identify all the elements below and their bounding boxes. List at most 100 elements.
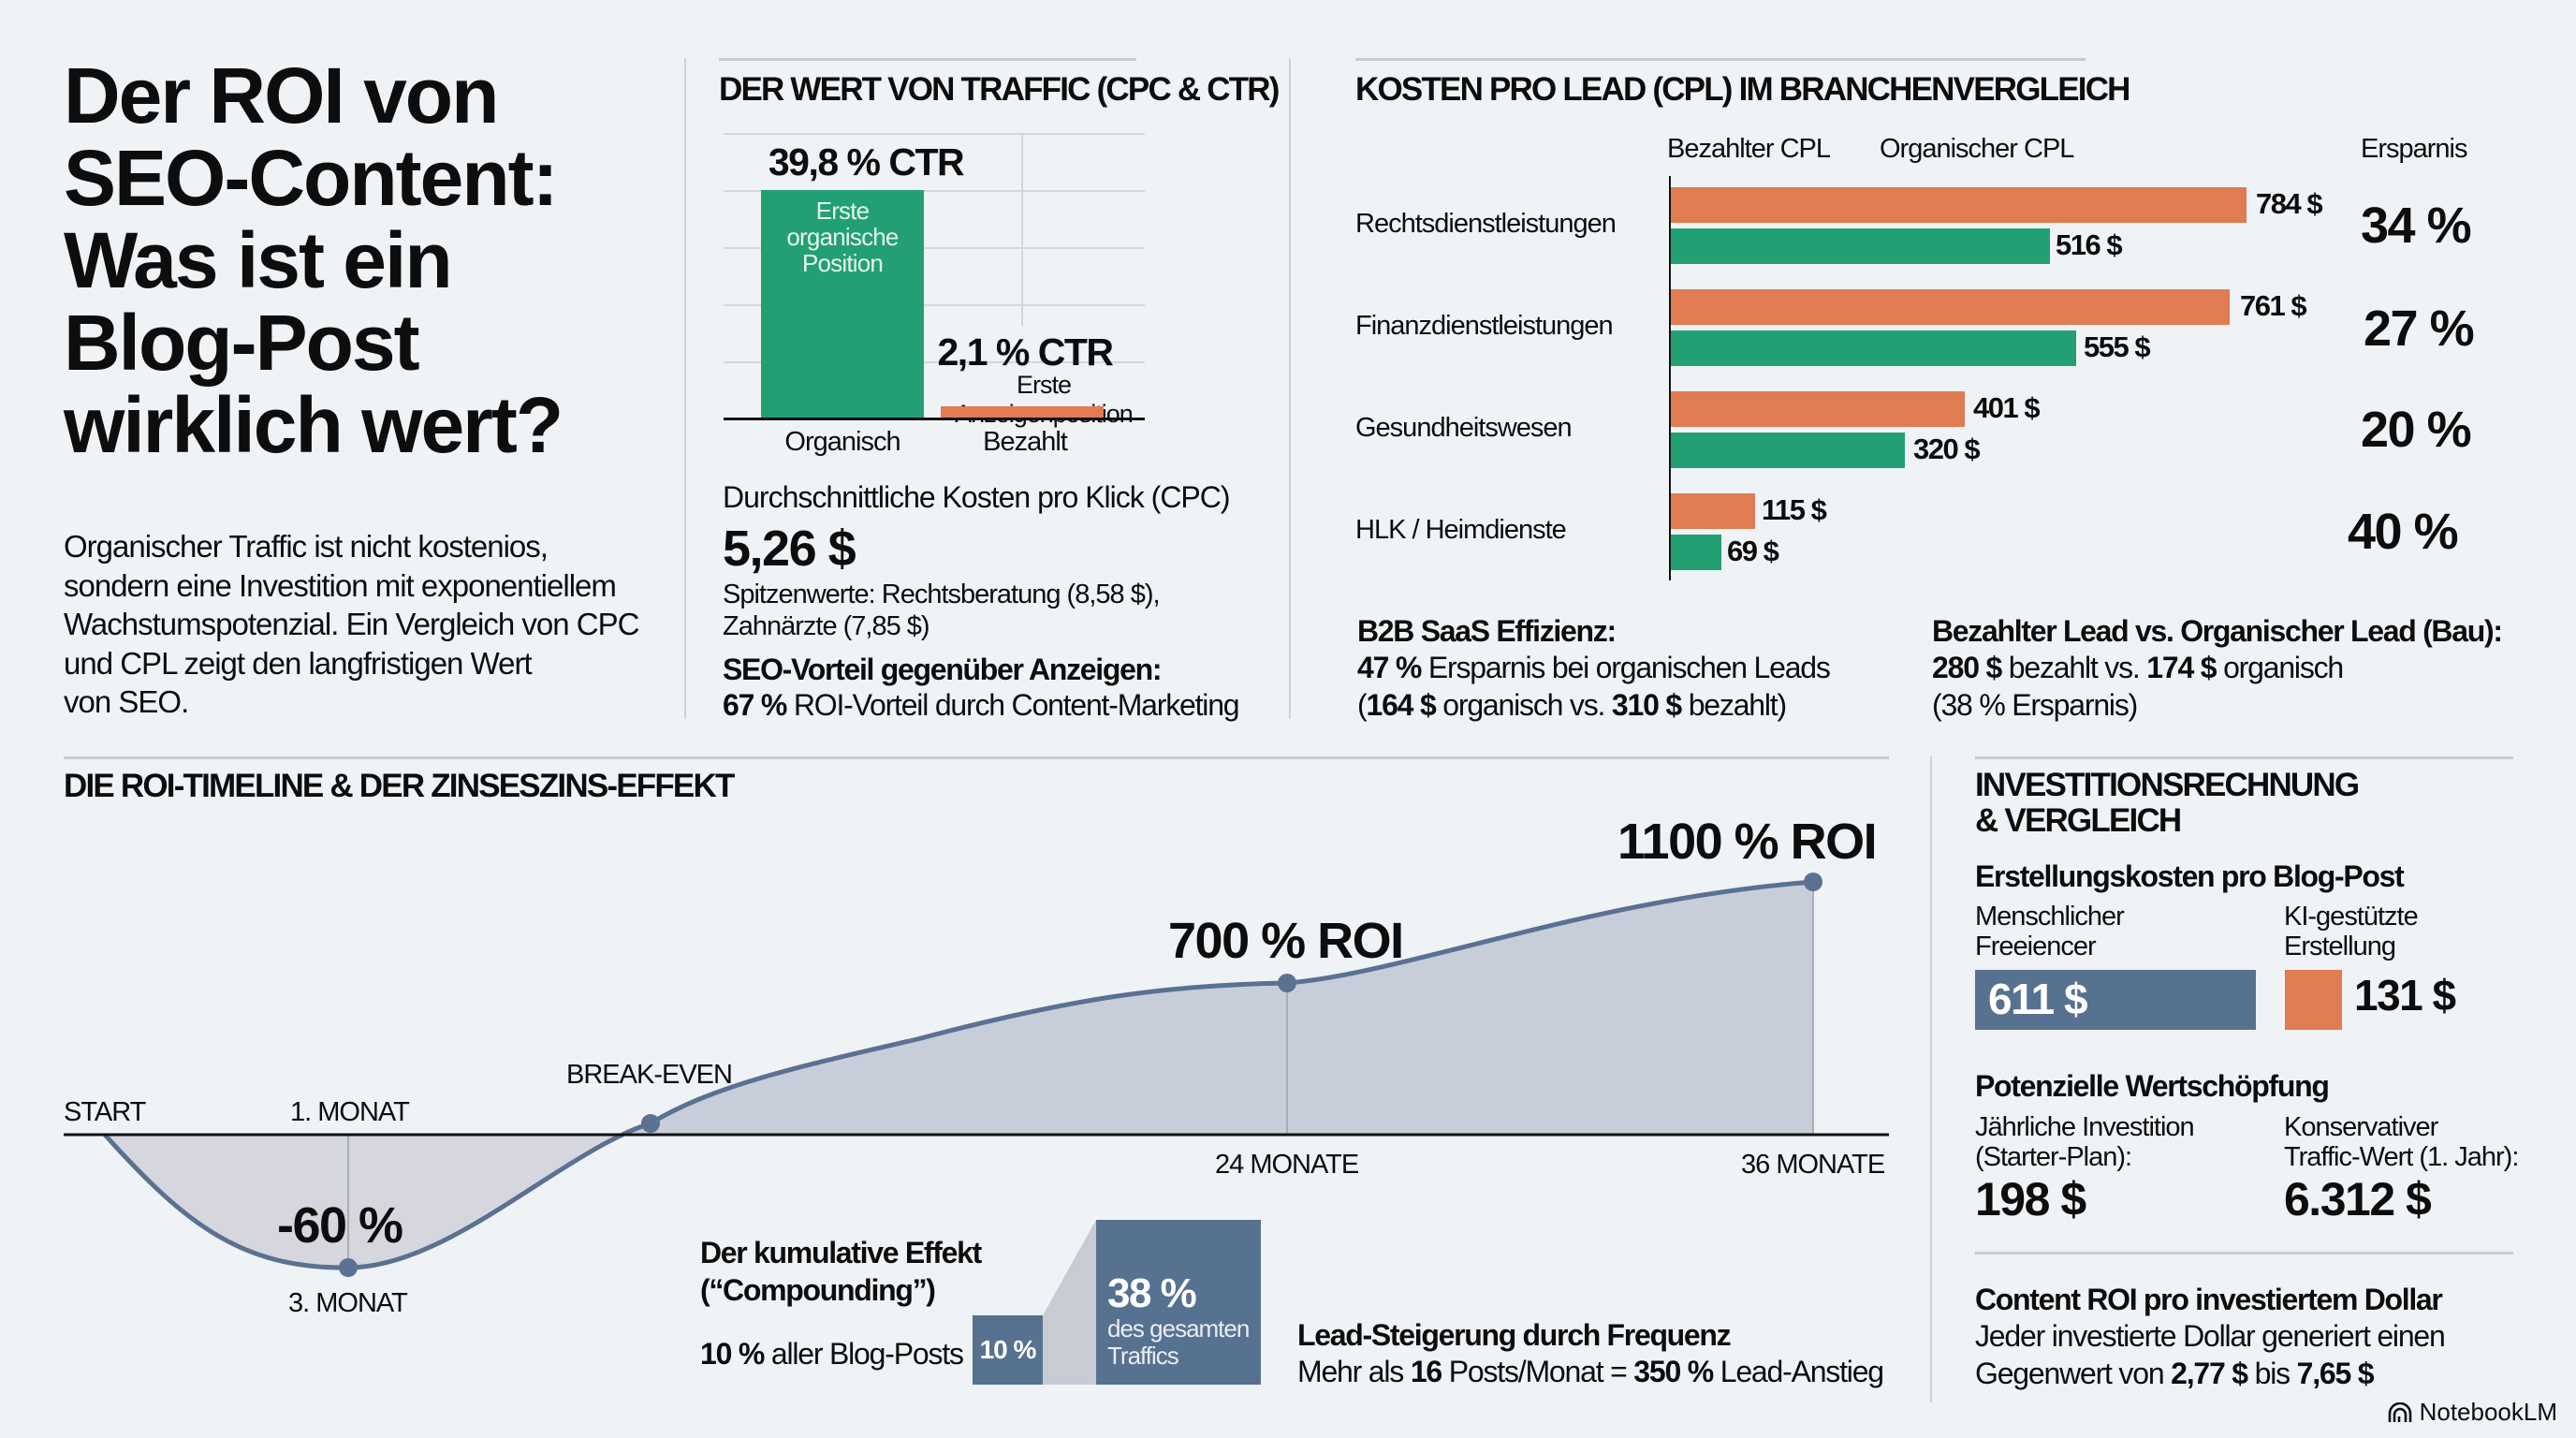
- timeline-month1-label: 1. MONAT: [290, 1097, 410, 1127]
- paid-cpl-bar: [1671, 493, 1755, 529]
- cpc-peaks: Spitzenwerte: Rechtsberatung (8,58 $), Z…: [723, 579, 1161, 642]
- organic-cpl-value: 516 $: [2056, 228, 2123, 261]
- cpc-label: Durchschnittliche Kosten pro Klick (CPC): [723, 480, 1231, 514]
- b2b-stat: B2B SaaS Effizienz: 47 % Ersparnis bei o…: [1357, 614, 1881, 724]
- bau-stat: Bezahlter Lead vs. Organischer Lead (Bau…: [1932, 614, 2569, 724]
- organic-axis-label: Organisch: [784, 427, 900, 457]
- paid-cpl-value: 761 $: [2240, 289, 2307, 322]
- industry-label: Finanzdienstleistungen: [1355, 311, 1614, 341]
- cpl-heading: KOSTEN PRO LEAD (CPL) IM BRANCHENVERGLEI…: [1355, 71, 2130, 108]
- b2b-pct: 47 %: [1357, 651, 1422, 684]
- title-line: Der ROI von: [64, 51, 499, 139]
- traffic-value-label: Konservativer Traffic-Wert (1. Jahr):: [2284, 1112, 2519, 1172]
- traffic-value: 6.312 $: [2284, 1173, 2432, 1225]
- organic-cpl-bar: [1671, 535, 1721, 570]
- paid-cpl-bar: [1671, 187, 2247, 223]
- timeline-36-label: 36 MONATE: [1741, 1150, 1885, 1180]
- annual-label: Jährliche Investition (Starter-Plan):: [1975, 1112, 2195, 1172]
- paid-bar: [941, 406, 1104, 418]
- investment-heading: INVESTITIONSRECHNUNG & VERGLEICH: [1975, 767, 2360, 839]
- timeline-24-label: 24 MONATE: [1215, 1150, 1359, 1180]
- b2b-text: Ersparnis bei organischen Leads: [1427, 651, 1831, 684]
- paid-cpl-bar: [1671, 289, 2230, 325]
- organic-cpl-value: 69 $: [1727, 535, 1779, 567]
- section-rule: [64, 756, 1889, 759]
- human-cost-bar: 611 $: [1975, 970, 2256, 1030]
- paid-cpl-value: 401 $: [1973, 391, 2041, 424]
- advantage-desc: ROI-Vorteil durch Content-Marketing: [793, 688, 1240, 722]
- page-title: Der ROI von SEO-Content: Was ist ein Blo…: [64, 54, 663, 466]
- savings-value: 27 %: [2364, 301, 2475, 357]
- advantage-value: 67 %: [723, 688, 787, 722]
- traffic-heading: DER WERT VON TRAFFIC (CPC & CTR): [719, 71, 1280, 108]
- organic-cpl-bar: [1671, 228, 2050, 264]
- paid-ctr-value: 2,1 % CTR: [937, 330, 1115, 374]
- cpl-axis: [1669, 176, 1671, 580]
- section-rule: [1355, 58, 2086, 61]
- title-line: Was ist ein: [64, 216, 453, 304]
- savings-header: Ersparnis: [2361, 134, 2467, 164]
- frequency-heading: Lead-Steigerung durch Frequenz: [1297, 1318, 1732, 1352]
- seo-advantage-heading: SEO-Vorteil gegenüber Anzeigen:: [723, 653, 1163, 686]
- timeline-month3-label: 3. MONAT: [288, 1288, 408, 1318]
- intro-line: sondern eine Investition mit exponentiel…: [64, 567, 617, 603]
- organic-bar: Erste organische Position: [761, 190, 924, 419]
- organic-cpl-bar: [1671, 330, 2076, 366]
- divider: [684, 58, 686, 719]
- ai-cost-value: 131 $: [2354, 971, 2456, 1020]
- b2b-heading: B2B SaaS Effizienz:: [1357, 614, 1617, 648]
- section-rule: [1975, 1252, 2513, 1255]
- point-break-even: [641, 1114, 660, 1133]
- section-rule: [719, 58, 1136, 61]
- compound-posts-text: 10 % aller Blog-Posts: [700, 1337, 964, 1371]
- paid-cpl-bar: [1671, 391, 1965, 427]
- peak-line: Zahnärzte (7,85 $): [723, 611, 930, 641]
- intro-line: und CPL zeigt den langfristigen Wert: [64, 645, 533, 681]
- human-label: Menschlicher Freeiencer: [1975, 902, 2125, 961]
- organic-bar-label: Position: [801, 249, 884, 277]
- intro-paragraph: Organischer Traffic ist nicht kostenios,…: [64, 527, 672, 722]
- title-line: wirklich wert?: [64, 381, 564, 469]
- industry-label: Rechtsdienstleistungen: [1355, 209, 1617, 239]
- intro-line: von SEO.: [64, 684, 189, 719]
- legend-organic: Organischer CPL: [1880, 134, 2074, 164]
- point-24-months: [1278, 974, 1296, 992]
- section-rule: [1975, 756, 2513, 759]
- bau-savings: (38 % Ersparnis): [1932, 688, 2138, 722]
- point-3-month: [339, 1258, 358, 1277]
- industry-label: HLK / Heimdienste: [1355, 515, 1567, 545]
- bau-paid: 280 $: [1932, 651, 2002, 684]
- industry-label: Gesundheitswesen: [1355, 413, 1573, 443]
- organic-bar-label: Erste organische: [786, 197, 899, 251]
- creation-heading: Erstellungskosten pro Blog-Post: [1975, 859, 2405, 893]
- ai-label: KI-gestützte Erstellung: [2284, 902, 2419, 961]
- intro-line: Wachstumspotenzial. Ein Vergleich von CP…: [64, 607, 639, 641]
- cpc-value: 5,26 $: [723, 521, 856, 577]
- compound-big-box: 38 % des gesamten Traffics: [1096, 1220, 1261, 1385]
- timeline-break-even-label: BREAK-EVEN: [566, 1060, 733, 1090]
- notebooklm-brand: NotebookLM: [2388, 1398, 2557, 1427]
- organic-cpl-value: 320 $: [1913, 433, 1981, 465]
- b2b-paid: 310 $: [1611, 688, 1682, 722]
- title-line: Blog-Post: [64, 299, 420, 387]
- timeline-roi-36: 1100 % ROI: [1617, 814, 1878, 870]
- peak-line: Spitzenwerte: Rechtsberatung (8,58 $),: [723, 580, 1161, 609]
- x-axis: [724, 418, 1145, 420]
- roi-per-dollar: Content ROI pro investiertem Dollar Jede…: [1975, 1283, 2446, 1390]
- timeline-roi-24: 700 % ROI: [1168, 913, 1404, 969]
- legend-paid: Bezahlter CPL: [1667, 134, 1831, 164]
- roi-timeline-chart: [64, 873, 1889, 1277]
- b2b-organic: 164 $: [1366, 688, 1436, 722]
- b2b-line: (164 $ organisch vs. 310 $ bezahlt): [1357, 688, 1787, 722]
- timeline-low-value: -60 %: [277, 1197, 403, 1254]
- organic-cpl-value: 555 $: [2084, 330, 2151, 363]
- organic-ctr-value: 39,8 % CTR: [768, 140, 965, 183]
- brand-label: NotebookLM: [2419, 1398, 2557, 1426]
- divider: [1930, 756, 1932, 1402]
- timeline-start-label: START: [64, 1097, 146, 1127]
- notebooklm-logo-icon: [2388, 1401, 2411, 1422]
- paid-cpl-value: 784 $: [2256, 187, 2323, 220]
- compound-small-box: 10 %: [973, 1315, 1043, 1385]
- savings-value: 34 %: [2361, 198, 2472, 254]
- bau-heading: Bezahlter Lead vs. Organischer Lead (Bau…: [1932, 614, 2503, 648]
